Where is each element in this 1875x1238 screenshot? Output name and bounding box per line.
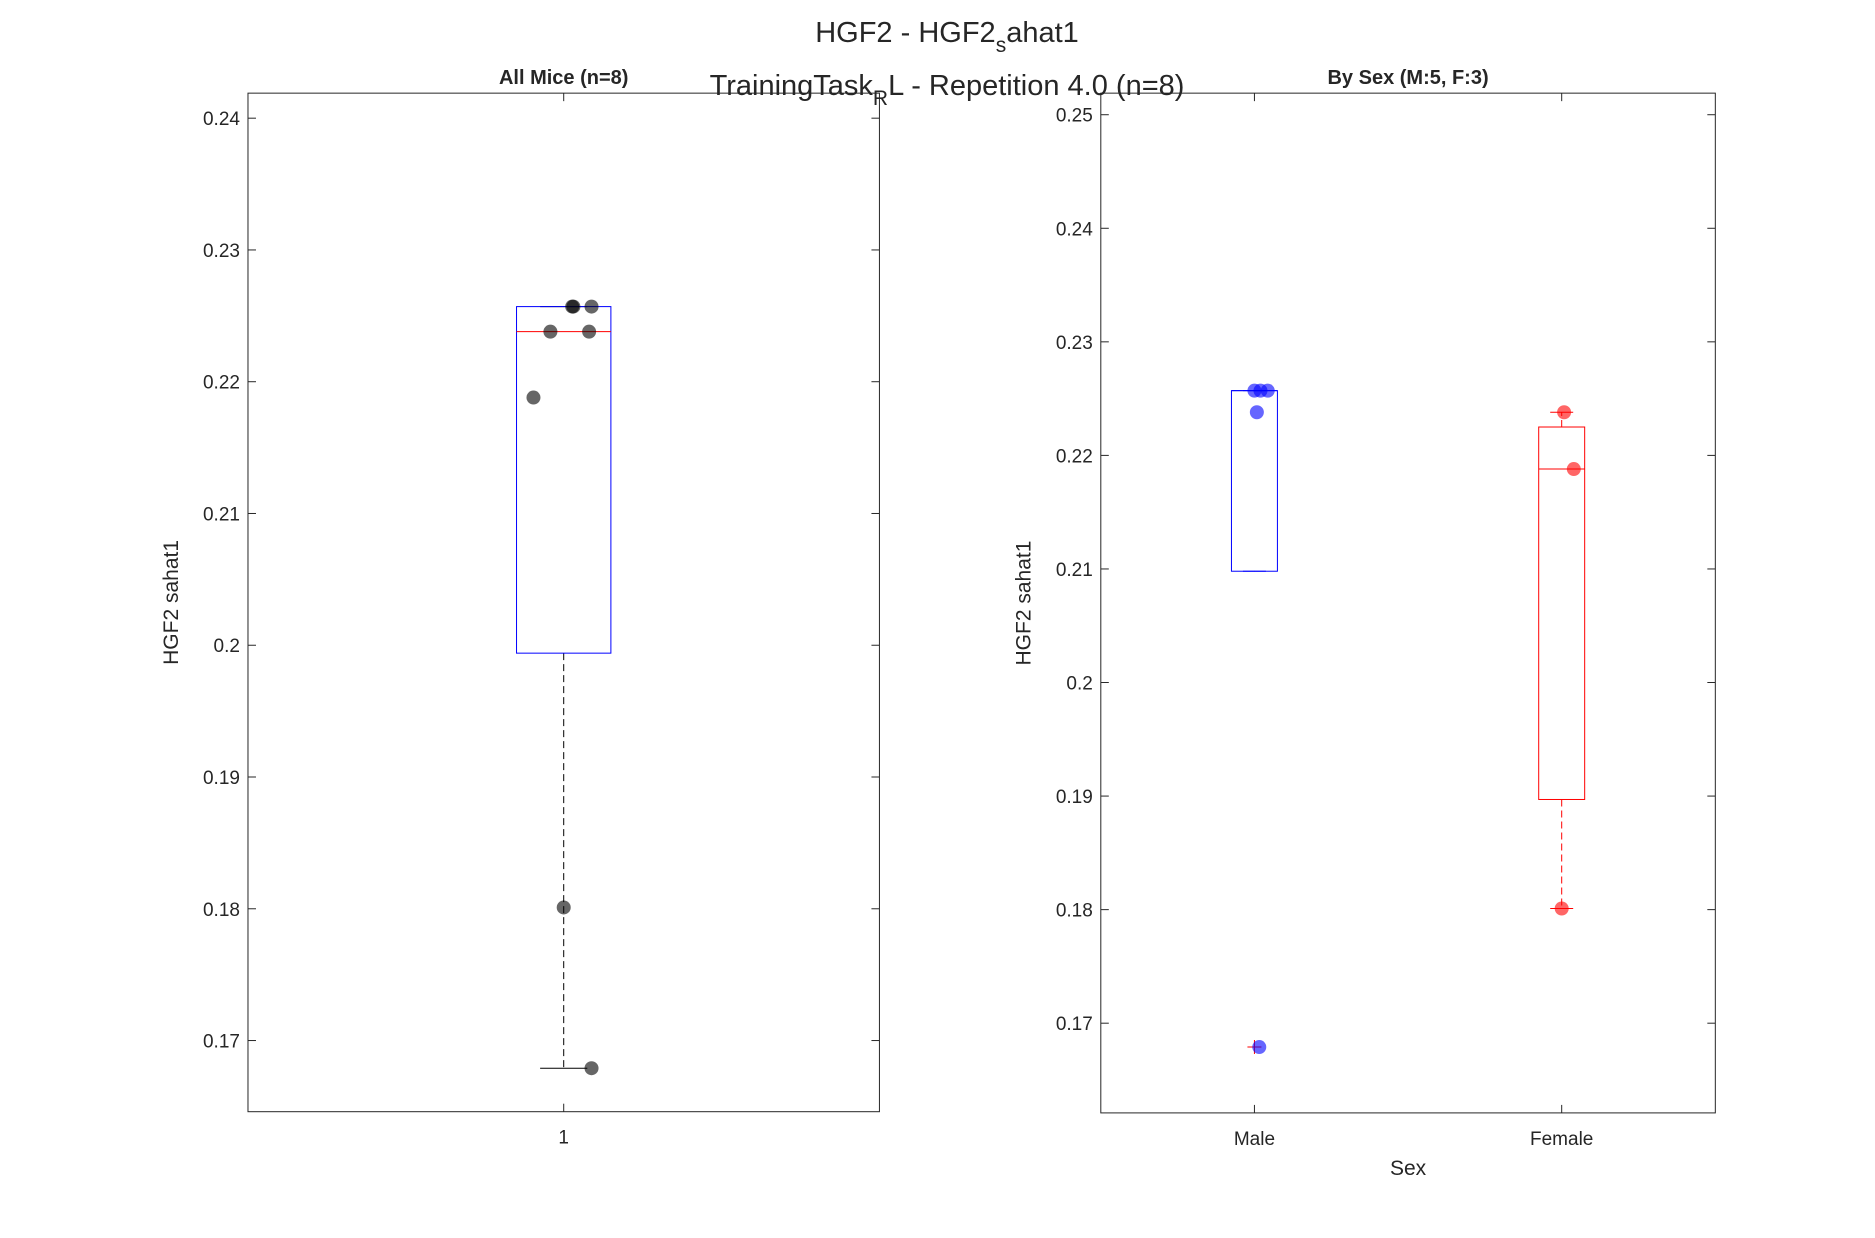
x-tick-label: Male: [1234, 1129, 1275, 1150]
y-tick-label: 0.24: [203, 109, 240, 130]
data-point: [582, 324, 597, 339]
title-part: HGF2 - HGF2: [815, 17, 995, 49]
y-tick-label: 0.18: [203, 900, 240, 921]
data-point: [566, 299, 581, 314]
box: [1538, 426, 1586, 800]
y-tick-label: 0.19: [203, 768, 240, 789]
y-tick-label: 0.21: [1056, 560, 1093, 581]
data-point: [1557, 405, 1572, 420]
data-point: [526, 390, 541, 405]
x-tick-label: 1: [558, 1128, 569, 1149]
data-point: [1566, 462, 1581, 477]
x-axis-label: Sex: [1390, 1157, 1427, 1180]
y-tick-label: 0.2: [1066, 674, 1092, 695]
y-tick-label: 0.19: [1056, 787, 1093, 808]
y-tick-label: 0.25: [1056, 106, 1093, 127]
y-tick-label: 0.21: [203, 504, 240, 525]
x-tick-label: Female: [1530, 1129, 1593, 1150]
y-tick-label: 0.23: [203, 241, 240, 262]
y-tick-label: 0.24: [1056, 219, 1093, 240]
data-point: [1252, 1040, 1267, 1055]
y-tick-label: 0.17: [1056, 1014, 1093, 1035]
subtitle-part: TrainingTask: [710, 70, 874, 102]
data-point: [1554, 901, 1569, 916]
y-tick-label: 0.23: [1056, 333, 1093, 354]
y-tick-label: 0.22: [203, 373, 240, 394]
y-axis-label: HGF2 sahat1: [1013, 541, 1036, 666]
title-part: ahat1: [1006, 17, 1079, 49]
title-sub: s: [996, 34, 1007, 57]
y-tick-label: 0.17: [203, 1032, 240, 1053]
axes-box: [1100, 92, 1716, 1114]
axes-title: By Sex (M:5, F:3): [1327, 67, 1488, 89]
data-point: [1253, 383, 1268, 398]
subtitle-sub: R: [873, 87, 888, 110]
figure-title: HGF2 - HGF2sahat1: [815, 17, 1079, 57]
axes-box: [247, 92, 880, 1113]
axes-title: All Mice (n=8): [499, 67, 628, 89]
box: [516, 306, 612, 654]
data-point: [556, 900, 571, 915]
subtitle-part: L - Repetition 4.0 (n=8): [888, 70, 1184, 102]
y-axis-label: HGF2 sahat1: [160, 540, 183, 665]
figure-subtitle: TrainingTaskRL - Repetition 4.0 (n=8): [710, 70, 1185, 110]
y-tick-label: 0.2: [214, 636, 240, 657]
y-tick-label: 0.18: [1056, 901, 1093, 922]
data-point: [584, 299, 599, 314]
data-point: [543, 324, 558, 339]
y-tick-label: 0.22: [1056, 446, 1093, 467]
data-point: [1249, 405, 1264, 420]
data-point: [584, 1061, 599, 1076]
